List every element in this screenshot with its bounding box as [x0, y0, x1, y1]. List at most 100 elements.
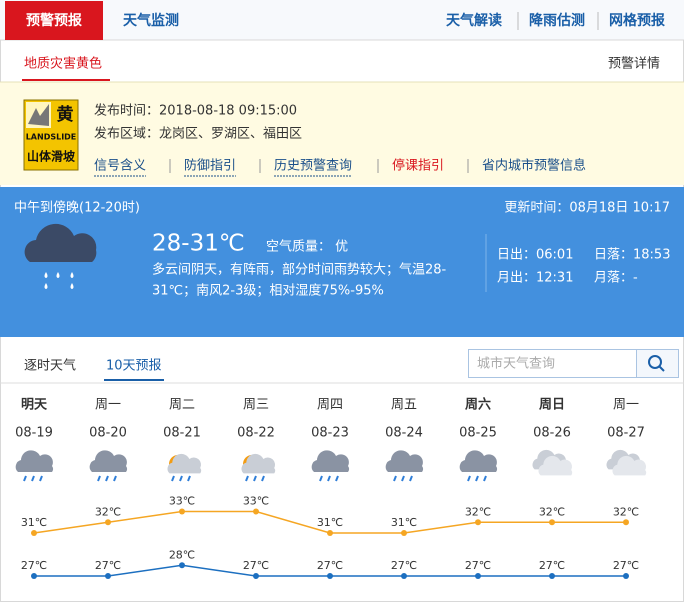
temp-label: 28℃	[169, 548, 195, 561]
moonrise: 月出：12:31	[497, 271, 573, 286]
temp-point	[327, 530, 333, 536]
cloud	[311, 450, 349, 472]
update-time: 更新时间：08月18日 10:17	[504, 200, 670, 216]
search-button[interactable]	[636, 349, 679, 378]
description: 多云间阴天，有阵雨，部分时间雨势较大；气温28-	[152, 262, 447, 278]
temp-point	[475, 573, 481, 579]
cloud	[24, 223, 97, 262]
temp-point	[31, 530, 37, 536]
current-icon	[24, 223, 97, 289]
date: 08-23	[311, 426, 349, 441]
cloud	[241, 453, 276, 474]
detail-link[interactable]: 预警详情	[608, 56, 660, 72]
forecast-tab[interactable]: 10天预报	[106, 359, 162, 374]
day: 周四	[317, 398, 343, 413]
temp-point	[179, 562, 185, 569]
temp-label: 27℃	[317, 559, 343, 572]
day: 明天	[21, 398, 48, 413]
sunset: 日落：18:53	[594, 248, 670, 263]
rain	[97, 475, 117, 482]
sunrise: 日出：06:01	[497, 248, 573, 263]
current-panel	[0, 187, 684, 337]
temp-label: 31℃	[391, 516, 417, 529]
temp-point	[253, 573, 259, 579]
cloud	[167, 453, 202, 474]
forecast: 明天 08-19 周一 08-20 周二 08-21 周三 08-22 周四 08-23 周五 08-…	[15, 397, 647, 579]
temp-label: 27℃	[613, 559, 639, 572]
rain	[467, 475, 487, 482]
temp-label: 31℃	[317, 516, 343, 529]
warning-type-en: LANDSLIDE	[26, 133, 77, 142]
warning-time: 发布时间：2018-08-18 09:15:00	[94, 103, 297, 119]
day: 周二	[169, 398, 195, 413]
cloud	[538, 455, 573, 476]
cloud	[15, 450, 53, 472]
date: 08-24	[385, 426, 423, 441]
date: 08-21	[163, 426, 201, 441]
description: 31℃；南风2-3级；相对湿度75%-95%	[152, 283, 384, 299]
warning-link[interactable]: 信号含义	[94, 158, 146, 174]
nav-bar	[0, 0, 684, 40]
cloud	[385, 450, 423, 472]
temp-point	[179, 508, 185, 515]
warning-area: 发布区域：龙岗区、罗湖区、福田区	[94, 126, 302, 142]
forecast-tab[interactable]: 逐时天气	[24, 358, 76, 374]
nav-tab[interactable]: 预警预报	[26, 12, 82, 29]
nav-link[interactable]: 网格预报	[609, 12, 665, 29]
temp-point	[105, 519, 111, 526]
search-icon	[648, 355, 662, 369]
temp-point	[475, 519, 481, 526]
day: 周一	[613, 398, 639, 413]
rain	[44, 272, 74, 289]
temp-label: 33℃	[169, 495, 195, 508]
search-input[interactable]	[468, 349, 637, 378]
temp-label: 31℃	[21, 516, 47, 529]
period: 中午到傍晚(12-20时)	[14, 200, 140, 216]
date: 08-25	[459, 426, 497, 441]
warning-links: 信号含义 防御指引 历史预警查询 停课指引 省内城市预警信息	[94, 158, 586, 177]
warning-icon-art	[28, 104, 49, 126]
temp-point	[401, 530, 407, 536]
rain	[245, 475, 265, 482]
date: 08-22	[237, 426, 275, 441]
cloud	[459, 450, 497, 472]
temp-label: 32℃	[539, 505, 565, 518]
temp-point	[623, 519, 629, 526]
date: 08-20	[89, 426, 127, 441]
search-placeholder[interactable]: 城市天气查询	[477, 356, 555, 372]
temp-label: 32℃	[95, 505, 121, 518]
nav-tab[interactable]: 天气监测	[123, 12, 179, 29]
day: 周三	[243, 398, 269, 413]
temp-label: 27℃	[391, 559, 417, 572]
nav-link[interactable]: 天气解读	[446, 12, 502, 29]
day: 周六	[465, 397, 491, 413]
temp-label: 32℃	[465, 505, 491, 518]
air-quality: 空气质量： 优	[266, 239, 348, 255]
temp-point	[623, 573, 629, 579]
warning-link[interactable]: 省内城市预警信息	[482, 158, 586, 174]
warning-link[interactable]: 防御指引	[184, 158, 236, 174]
date: 08-27	[607, 426, 645, 441]
temp-label: 32℃	[613, 505, 639, 518]
warning-title[interactable]: 地质灾害黄色	[24, 56, 102, 72]
date: 08-26	[533, 426, 571, 441]
search-icon	[658, 365, 665, 372]
day: 周五	[391, 398, 417, 413]
nav-link[interactable]: 降雨估测	[529, 12, 585, 29]
temperature: 28-31℃	[152, 231, 245, 257]
temp-point	[549, 573, 555, 579]
rain	[23, 475, 43, 482]
warning-box	[0, 82, 684, 185]
temp-label: 27℃	[21, 559, 47, 572]
day: 周一	[95, 398, 121, 413]
warning-link[interactable]: 历史预警查询	[274, 158, 352, 174]
warning-link[interactable]: 停课指引	[392, 158, 444, 174]
moonset: 月落：-	[594, 271, 638, 286]
rain	[171, 475, 191, 482]
date: 08-19	[15, 426, 53, 441]
temp-point	[327, 573, 333, 579]
day: 周日	[539, 398, 565, 413]
nav-tab-active[interactable]	[5, 1, 103, 40]
rain	[319, 475, 339, 482]
